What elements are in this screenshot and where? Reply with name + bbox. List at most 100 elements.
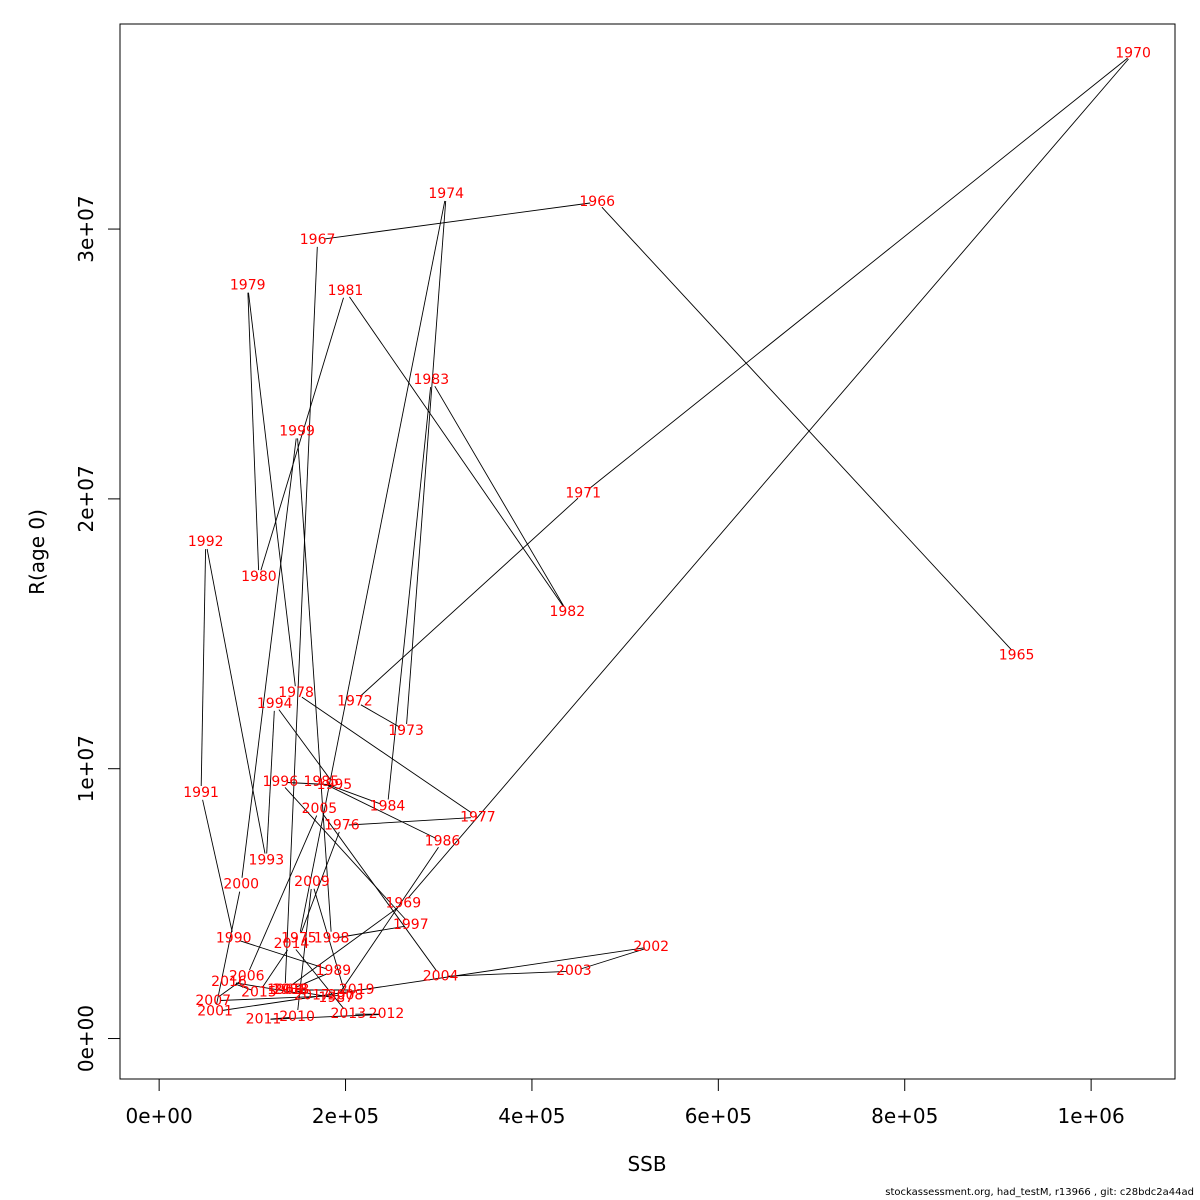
- year-label-2006: 2006: [229, 969, 265, 985]
- series-segment: [260, 297, 344, 571]
- year-label-1968: 1968: [267, 982, 303, 998]
- year-label-2007: 2007: [195, 993, 231, 1009]
- x-axis-label: SSB: [627, 1152, 666, 1176]
- series-segment: [338, 925, 404, 938]
- year-label-1990: 1990: [216, 931, 252, 947]
- year-label-2012: 2012: [369, 1006, 405, 1022]
- series-segment: [348, 817, 471, 826]
- series-segment: [406, 200, 447, 725]
- year-label-2013: 2013: [330, 1006, 366, 1022]
- series-segment: [349, 296, 564, 607]
- series-segment: [284, 246, 318, 984]
- series-segment: [248, 292, 296, 687]
- year-label-1982: 1982: [549, 604, 585, 620]
- series-segment: [323, 814, 437, 972]
- series-segment: [221, 947, 645, 1011]
- year-label-2016: 2016: [211, 974, 247, 990]
- year-label-1995: 1995: [317, 777, 353, 793]
- year-label-2002: 2002: [633, 939, 669, 955]
- year-label-1979: 1979: [230, 278, 266, 294]
- series-path: [200, 57, 1129, 1020]
- x-tick-label: 1e+06: [1057, 1104, 1124, 1128]
- series-segment: [270, 1014, 380, 1020]
- year-label-1977: 1977: [460, 809, 496, 825]
- series-segment: [235, 982, 306, 995]
- year-label-2001: 2001: [197, 1004, 233, 1020]
- year-label-1984: 1984: [370, 799, 406, 815]
- year-label-1978: 1978: [278, 685, 314, 701]
- year-label-1997: 1997: [393, 917, 429, 933]
- axes: 0e+00 2e+05 4e+05 6e+05 8e+05 1e+06 0e+00 1e+07…: [74, 195, 1125, 1128]
- x-tick-label: 8e+05: [871, 1104, 938, 1128]
- year-label-1980: 1980: [241, 569, 277, 585]
- year-label-1974: 1974: [428, 186, 464, 202]
- year-label-1993: 1993: [248, 852, 284, 868]
- year-label-2017: 2017: [294, 987, 330, 1003]
- year-label-2014: 2014: [274, 936, 310, 952]
- year-label-1971: 1971: [565, 486, 601, 502]
- series-segment: [601, 206, 1013, 651]
- series-segment: [241, 438, 297, 878]
- year-labels: 1965 1966 1967 1968 1969 1970 1971 1972 1973 1974…: [183, 46, 1151, 1028]
- series-segment: [295, 973, 328, 988]
- year-label-1966: 1966: [579, 194, 615, 210]
- series-segment: [407, 58, 1129, 899]
- series-segment: [278, 709, 331, 780]
- series-segment: [580, 948, 645, 970]
- series-segment: [202, 799, 233, 932]
- year-label-2000: 2000: [223, 877, 259, 893]
- series-segment: [235, 983, 253, 991]
- x-tick-label: 4e+05: [498, 1104, 565, 1128]
- year-label-1981: 1981: [328, 283, 364, 299]
- series-segment: [313, 888, 345, 989]
- series-segment: [262, 949, 288, 988]
- year-label-1991: 1991: [183, 785, 219, 801]
- year-label-1970: 1970: [1115, 46, 1151, 62]
- y-tick-label: 3e+07: [74, 195, 98, 262]
- year-label-1999: 1999: [279, 423, 315, 439]
- x-tick-label: 0e+00: [126, 1104, 193, 1128]
- year-label-2018: 2018: [274, 982, 310, 998]
- series-segment: [360, 704, 401, 728]
- series-segment: [434, 385, 565, 607]
- series-segment: [290, 907, 398, 987]
- year-label-1996: 1996: [262, 774, 298, 790]
- series-segment: [240, 940, 327, 970]
- year-label-1983: 1983: [413, 372, 449, 388]
- series-segment: [284, 787, 407, 921]
- year-label-1973: 1973: [388, 723, 424, 739]
- series-segment: [249, 815, 318, 971]
- year-label-1965: 1965: [999, 647, 1035, 663]
- series-segment: [588, 57, 1128, 490]
- series-segment: [299, 200, 446, 932]
- year-label-1985: 1985: [303, 774, 339, 790]
- y-axis-label: R(age 0): [25, 509, 49, 595]
- series-segment: [266, 710, 275, 854]
- year-label-1988: 1988: [272, 982, 308, 998]
- series-segment: [327, 784, 437, 839]
- series-segment: [327, 784, 382, 805]
- y-tick-label: 2e+07: [74, 465, 98, 532]
- year-label-2003: 2003: [556, 963, 592, 979]
- year-label-2008: 2008: [328, 987, 364, 1003]
- series-segment: [200, 549, 207, 787]
- year-label-2019: 2019: [339, 982, 375, 998]
- year-label-2009: 2009: [294, 874, 330, 890]
- series-segment: [216, 891, 241, 1005]
- x-tick-label: 2e+05: [312, 1104, 379, 1128]
- series-segment: [387, 387, 432, 800]
- year-label-2004: 2004: [423, 969, 459, 985]
- plot-frame: [119, 23, 1176, 1080]
- year-label-1976: 1976: [324, 817, 360, 833]
- series-segment: [359, 497, 579, 697]
- year-label-1969: 1969: [385, 896, 421, 912]
- footer-note: stockassessment.org, had_testM, r13966 ,…: [885, 1187, 1194, 1198]
- year-label-1998: 1998: [314, 931, 350, 947]
- y-tick-label: 0e+00: [74, 1005, 98, 1072]
- series-segment: [324, 202, 591, 240]
- series-segment: [339, 847, 439, 993]
- year-label-1992: 1992: [188, 534, 224, 550]
- series-segment: [447, 970, 567, 977]
- year-label-1975: 1975: [281, 931, 317, 947]
